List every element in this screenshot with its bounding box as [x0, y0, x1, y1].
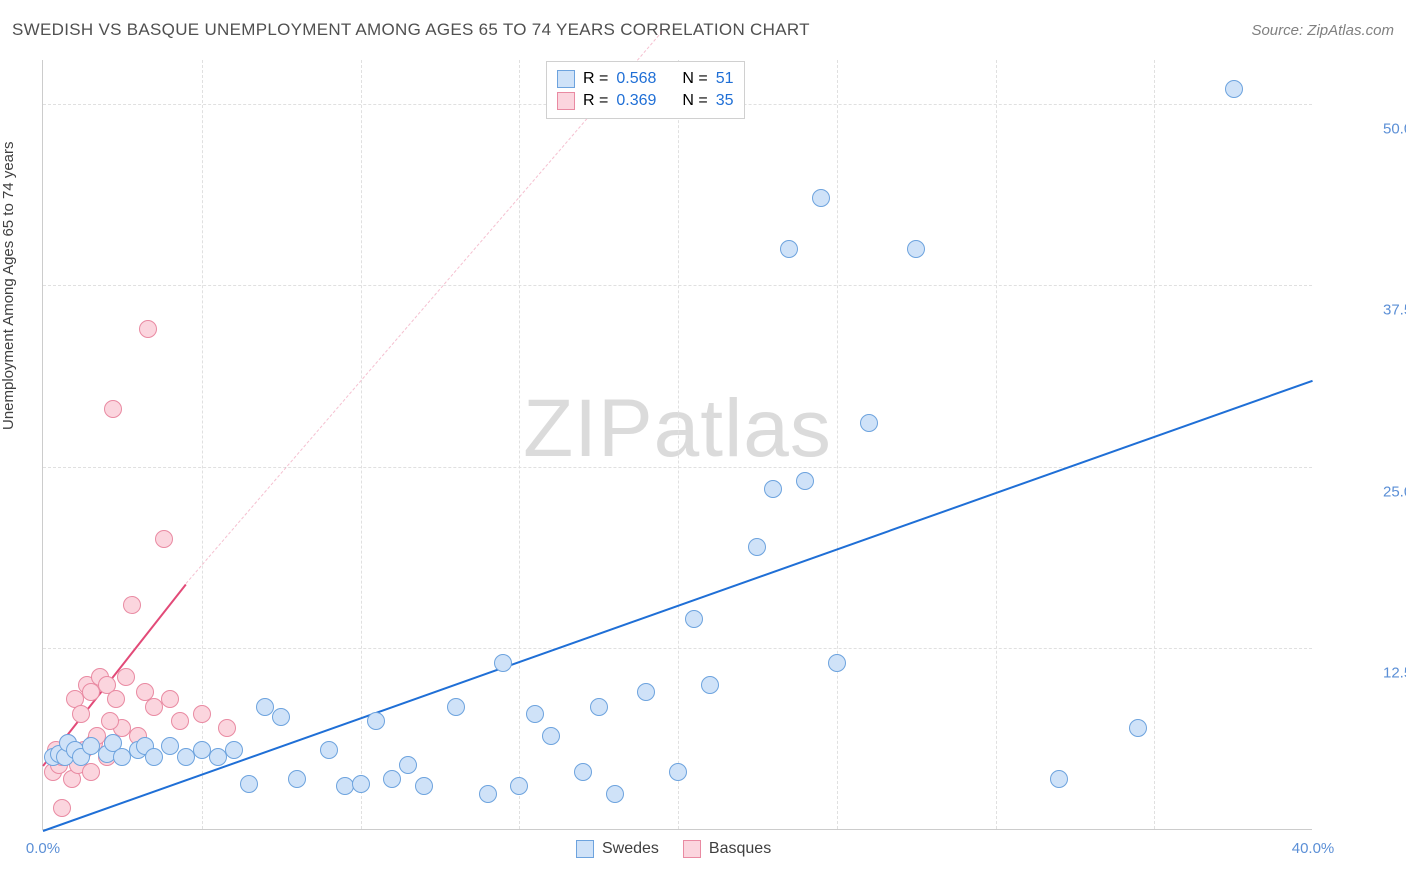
stats-row-swedes: R = 0.568 N = 51 [557, 68, 734, 90]
legend-swatch-basques-icon [683, 840, 701, 858]
gridline-v [1154, 60, 1155, 829]
point-basques [193, 705, 211, 723]
point-basques [218, 719, 236, 737]
point-swedes [320, 741, 338, 759]
gridline-v [678, 60, 679, 829]
point-swedes [272, 708, 290, 726]
n-label: N = [682, 92, 707, 110]
n-value-swedes: 51 [716, 70, 734, 88]
point-swedes [907, 240, 925, 258]
point-basques [104, 400, 122, 418]
point-swedes [399, 756, 417, 774]
y-axis-label: Unemployment Among Ages 65 to 74 years [0, 141, 17, 430]
point-swedes [526, 705, 544, 723]
n-label: N = [682, 70, 707, 88]
point-swedes [606, 785, 624, 803]
swatch-swedes-icon [557, 70, 575, 88]
r-value-swedes: 0.568 [616, 70, 656, 88]
point-swedes [352, 775, 370, 793]
point-swedes [748, 538, 766, 556]
point-swedes [764, 480, 782, 498]
point-basques [123, 596, 141, 614]
point-swedes [812, 189, 830, 207]
point-swedes [383, 770, 401, 788]
point-swedes [701, 676, 719, 694]
chart-source: Source: ZipAtlas.com [1251, 22, 1394, 39]
point-basques [161, 690, 179, 708]
r-label: R = [583, 92, 608, 110]
point-swedes [1129, 719, 1147, 737]
point-swedes [828, 654, 846, 672]
point-swedes [669, 763, 687, 781]
point-swedes [796, 472, 814, 490]
point-swedes [1225, 80, 1243, 98]
stats-row-basques: R = 0.369 N = 35 [557, 90, 734, 112]
point-basques [53, 799, 71, 817]
legend-label-swedes: Swedes [602, 840, 659, 858]
point-swedes [256, 698, 274, 716]
legend-item-basques: Basques [683, 840, 771, 858]
point-swedes [145, 748, 163, 766]
legend: Swedes Basques [576, 840, 771, 858]
point-swedes [415, 777, 433, 795]
point-swedes [860, 414, 878, 432]
gridline-v [837, 60, 838, 829]
gridline-v [361, 60, 362, 829]
n-value-basques: 35 [716, 92, 734, 110]
watermark-zip: ZIP [523, 383, 654, 474]
r-value-basques: 0.369 [616, 92, 656, 110]
point-swedes [685, 610, 703, 628]
point-swedes [780, 240, 798, 258]
legend-label-basques: Basques [709, 840, 771, 858]
point-swedes [542, 727, 560, 745]
point-swedes [225, 741, 243, 759]
point-swedes [510, 777, 528, 795]
point-swedes [240, 775, 258, 793]
point-basques [171, 712, 189, 730]
point-swedes [447, 698, 465, 716]
legend-item-swedes: Swedes [576, 840, 659, 858]
point-basques [155, 530, 173, 548]
point-basques [107, 690, 125, 708]
point-swedes [1050, 770, 1068, 788]
gridline-v [996, 60, 997, 829]
chart-title: SWEDISH VS BASQUE UNEMPLOYMENT AMONG AGE… [12, 20, 810, 40]
point-swedes [479, 785, 497, 803]
point-swedes [494, 654, 512, 672]
legend-swatch-swedes-icon [576, 840, 594, 858]
watermark-atlas: atlas [654, 383, 832, 474]
point-basques [117, 668, 135, 686]
xtick-label: 0.0% [26, 840, 60, 857]
point-basques [72, 705, 90, 723]
point-basques [101, 712, 119, 730]
point-swedes [161, 737, 179, 755]
swatch-basques-icon [557, 92, 575, 110]
point-swedes [637, 683, 655, 701]
scatter-plot: ZIPatlas 12.5%25.0%37.5%50.0%0.0%40.0% [42, 60, 1312, 830]
point-basques [139, 320, 157, 338]
point-swedes [590, 698, 608, 716]
stats-box: R = 0.568 N = 51 R = 0.369 N = 35 [546, 61, 745, 119]
point-swedes [574, 763, 592, 781]
r-label: R = [583, 70, 608, 88]
point-swedes [367, 712, 385, 730]
point-swedes [288, 770, 306, 788]
gridline-v [519, 60, 520, 829]
xtick-label: 40.0% [1292, 840, 1335, 857]
